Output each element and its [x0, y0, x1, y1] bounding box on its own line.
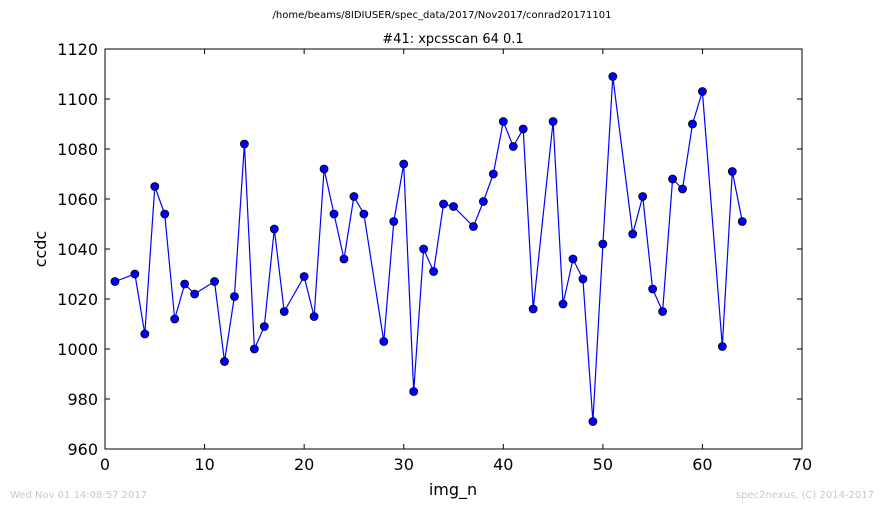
x-tick-label: 0 [100, 455, 110, 474]
data-point [180, 279, 190, 289]
data-point [508, 142, 518, 151]
data-point [727, 167, 737, 176]
data-point [299, 272, 309, 281]
y-tick-label: 1120 [57, 40, 98, 59]
data-point [568, 254, 578, 264]
data-point [698, 87, 707, 96]
data-point [528, 304, 538, 314]
data-point [668, 174, 677, 184]
data-point [578, 274, 588, 284]
data-point [608, 72, 618, 81]
data-point [419, 244, 429, 254]
data-point [518, 124, 528, 134]
data-point [329, 209, 339, 219]
data-point [110, 277, 120, 286]
x-tick-label: 30 [394, 455, 414, 474]
data-point [239, 139, 249, 149]
data-point [230, 292, 239, 301]
y-tick-label: 1020 [57, 290, 98, 309]
data-point [379, 337, 389, 346]
data-point [220, 357, 229, 366]
data-point [259, 322, 269, 331]
data-point [429, 267, 438, 276]
data-point [588, 417, 598, 426]
y-tick-label: 1060 [57, 190, 98, 209]
data-point [279, 307, 289, 316]
data-point [170, 314, 180, 324]
data-point [150, 182, 160, 191]
y-axis-ticks: 960 980 1000 1020 1040 1060 1080 1100 1120 [57, 40, 802, 459]
x-tick-label: 70 [792, 455, 812, 474]
footer-timestamp: Wed Nov 01 14:08:57 2017 [10, 490, 147, 501]
data-point [409, 387, 419, 396]
x-tick-label: 60 [692, 455, 712, 474]
data-point [130, 269, 140, 279]
x-tick-label: 20 [294, 455, 314, 474]
x-axis-label: img_n [429, 480, 477, 500]
data-point [469, 222, 478, 231]
x-tick-label: 50 [593, 455, 613, 474]
data-point [249, 344, 259, 354]
data-point [717, 342, 727, 351]
chart-title: #41: xpcsscan 64 0.1 [382, 32, 523, 47]
y-axis-label: ccdc [31, 231, 50, 268]
x-tick-label: 40 [493, 455, 513, 474]
data-point [399, 159, 409, 169]
y-tick-label: 1000 [57, 340, 98, 359]
axes-frame [104, 48, 803, 450]
data-point [658, 307, 667, 316]
footer-credit: spec2nexus, (C) 2014-2017 [736, 490, 874, 501]
y-tick-label: 1080 [57, 140, 98, 159]
series-line [114, 76, 743, 422]
data-point [598, 239, 608, 249]
data-point [389, 217, 399, 226]
data-point [478, 197, 488, 206]
file-path-header: /home/beams/8IDIUSER/spec_data/2017/Nov2… [273, 10, 612, 21]
data-point [638, 192, 648, 201]
y-tick-label: 1040 [57, 240, 98, 259]
data-point [648, 284, 658, 294]
x-axis-ticks: 0 10 20 30 40 50 60 70 [100, 49, 812, 474]
plot-area: 0 10 20 30 40 50 60 70 960980100010201040106010… [57, 40, 812, 474]
data-point [319, 164, 329, 174]
series-markers [110, 72, 747, 426]
data-point [628, 229, 638, 239]
data-point [210, 277, 219, 286]
data-point [269, 224, 279, 234]
data-point [488, 169, 498, 179]
data-point [548, 117, 558, 126]
y-tick-label: 980 [67, 390, 98, 409]
data-point [498, 117, 508, 126]
data-point [439, 199, 448, 209]
y-tick-label: 960 [67, 440, 98, 459]
y-tick-label: 1100 [57, 90, 98, 109]
data-point [190, 289, 200, 299]
data-point [678, 184, 687, 194]
data-point [558, 299, 568, 309]
data-point [359, 209, 369, 219]
data-point [349, 192, 359, 201]
data-point [140, 329, 150, 339]
data-point [339, 254, 349, 264]
data-point [449, 202, 458, 211]
data-point [309, 312, 319, 321]
data-point [160, 209, 170, 219]
x-tick-label: 10 [194, 455, 214, 474]
data-point [737, 217, 747, 226]
data-point [688, 119, 697, 129]
